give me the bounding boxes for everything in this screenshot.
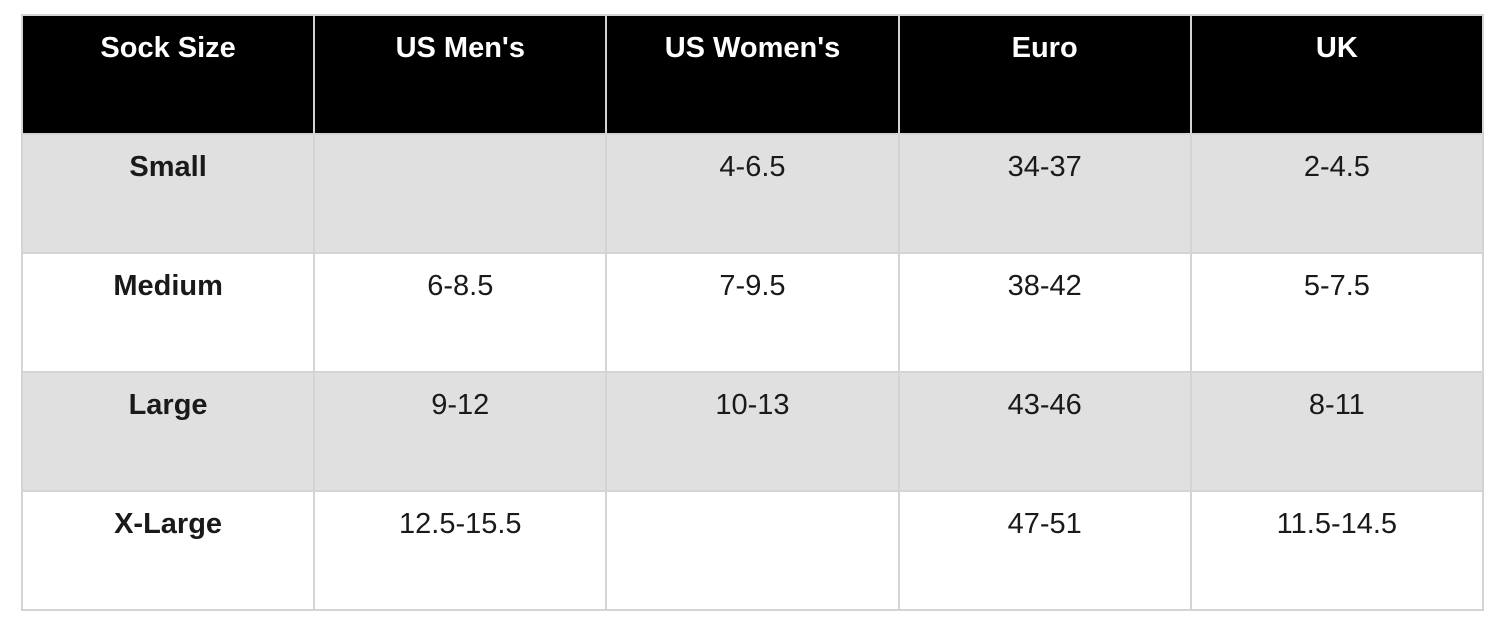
sock-size-table: Sock Size US Men's US Women's Euro UK Small 4… bbox=[20, 14, 1485, 611]
column-header: Sock Size bbox=[20, 14, 316, 135]
row-label: X-Large bbox=[20, 490, 316, 611]
column-header: Euro bbox=[897, 14, 1192, 135]
table-cell: 5-7.5 bbox=[1189, 252, 1485, 373]
table-header: Sock Size US Men's US Women's Euro UK bbox=[20, 14, 1485, 135]
column-header: US Men's bbox=[313, 14, 608, 135]
table-cell: 8-11 bbox=[1189, 371, 1485, 492]
column-header: UK bbox=[1189, 14, 1485, 135]
row-label: Medium bbox=[20, 252, 316, 373]
row-label: Small bbox=[20, 133, 316, 254]
table-cell: 7-9.5 bbox=[605, 252, 900, 373]
table-cell bbox=[605, 490, 900, 611]
table-row: X-Large 12.5-15.5 47-51 11.5-14.5 bbox=[20, 490, 1485, 611]
column-header: US Women's bbox=[605, 14, 900, 135]
table-cell: 38-42 bbox=[897, 252, 1192, 373]
table-cell: 9-12 bbox=[313, 371, 608, 492]
table-row: Small 4-6.5 34-37 2-4.5 bbox=[20, 133, 1485, 254]
table-row: Large 9-12 10-13 43-46 8-11 bbox=[20, 371, 1485, 492]
table-cell: 47-51 bbox=[897, 490, 1192, 611]
table-cell: 4-6.5 bbox=[605, 133, 900, 254]
table-cell: 12.5-15.5 bbox=[313, 490, 608, 611]
table-cell bbox=[313, 133, 608, 254]
table-cell: 10-13 bbox=[605, 371, 900, 492]
table-cell: 11.5-14.5 bbox=[1189, 490, 1485, 611]
table-body: Small 4-6.5 34-37 2-4.5 Medium 6-8.5 7-9.5 38-4… bbox=[20, 133, 1485, 611]
table-cell: 43-46 bbox=[897, 371, 1192, 492]
table-row: Medium 6-8.5 7-9.5 38-42 5-7.5 bbox=[20, 252, 1485, 373]
table-cell: 6-8.5 bbox=[313, 252, 608, 373]
table-cell: 34-37 bbox=[897, 133, 1192, 254]
row-label: Large bbox=[20, 371, 316, 492]
header-row: Sock Size US Men's US Women's Euro UK bbox=[20, 14, 1485, 135]
sock-size-chart: Sock Size US Men's US Women's Euro UK Small 4… bbox=[20, 14, 1485, 611]
table-cell: 2-4.5 bbox=[1189, 133, 1485, 254]
